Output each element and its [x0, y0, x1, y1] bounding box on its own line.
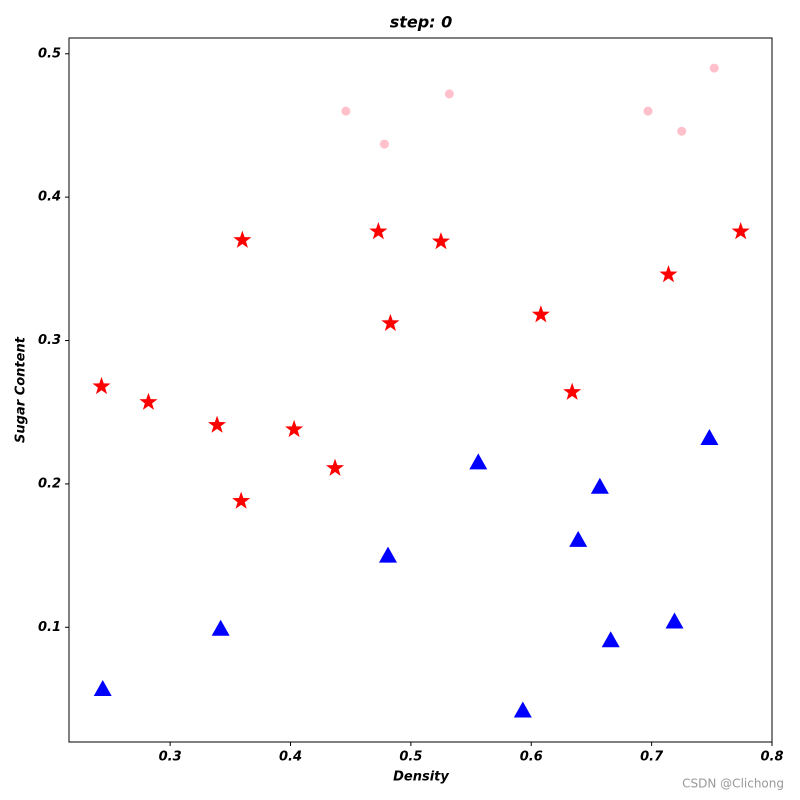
- point: [469, 453, 488, 470]
- y-tick-label: 0.3: [38, 333, 61, 348]
- point: [93, 679, 112, 696]
- point: [378, 546, 397, 563]
- point: [700, 429, 719, 446]
- y-tick-label: 0.5: [38, 46, 61, 61]
- x-tick-label: 0.8: [760, 750, 783, 765]
- point: [531, 305, 550, 323]
- point: [326, 458, 345, 476]
- x-tick-label: 0.5: [399, 750, 422, 765]
- point: [285, 419, 304, 438]
- watermark: CSDN @Clichong: [682, 777, 784, 791]
- point: [569, 530, 588, 547]
- point: [232, 491, 251, 509]
- x-tick-label: 0.3: [159, 750, 182, 765]
- x-axis-label: Density: [393, 770, 449, 785]
- x-tick-label: 0.7: [640, 750, 664, 765]
- point: [369, 222, 388, 240]
- point: [601, 631, 620, 648]
- point: [709, 63, 719, 73]
- point: [659, 265, 678, 283]
- point: [208, 415, 227, 433]
- point: [341, 106, 351, 116]
- point: [513, 701, 532, 718]
- chart-title: step: 0: [390, 13, 453, 32]
- point: [92, 376, 111, 395]
- point: [590, 477, 609, 494]
- point: [211, 619, 230, 636]
- point: [381, 313, 400, 332]
- x-tick-label: 0.4: [279, 750, 302, 765]
- point: [731, 222, 750, 240]
- point: [563, 382, 582, 400]
- x-tick-label: 0.6: [520, 750, 543, 765]
- point: [444, 89, 454, 99]
- point: [431, 232, 450, 250]
- point: [677, 126, 687, 136]
- point: [379, 139, 389, 149]
- point: [139, 392, 158, 410]
- point: [233, 230, 252, 248]
- y-axis-label: Sugar Content: [14, 336, 29, 443]
- y-tick-label: 0.4: [38, 190, 61, 205]
- y-tick-label: 0.2: [38, 476, 61, 491]
- point: [643, 106, 653, 116]
- plot-frame: [68, 37, 773, 743]
- point: [665, 612, 684, 629]
- y-tick-label: 0.1: [38, 620, 61, 635]
